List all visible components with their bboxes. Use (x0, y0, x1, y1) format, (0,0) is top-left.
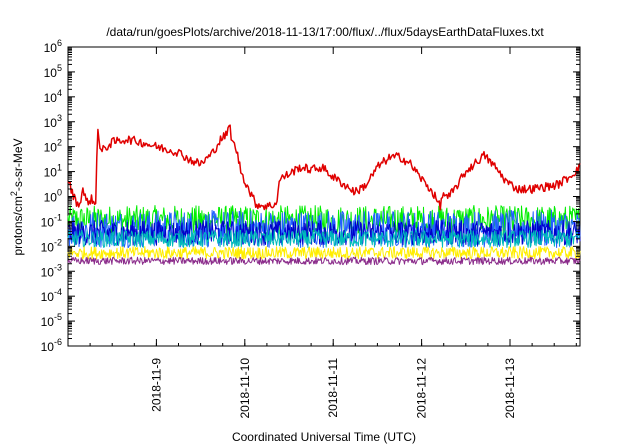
y-tick-label: 10-6 (41, 337, 62, 354)
x-tick-label: 2018-11-9 (149, 358, 163, 412)
y-tick-label: 10-4 (41, 287, 62, 304)
series-layer (67, 124, 581, 266)
y-tick-label: 10-2 (41, 237, 62, 254)
y-axis-title-unit: protons/cm (11, 196, 25, 255)
x-tick-label: 2018-11-10 (238, 358, 252, 419)
x-axis: 2018-11-9 2018-11-10 2018-11-11 2018-11-12 2… (67, 47, 577, 419)
series-line-2 (67, 209, 581, 249)
series-line-0 (67, 124, 581, 211)
y-axis-title-exponent: 2 (9, 191, 19, 196)
chart-title: /data/run/goesPlots/archive/2018-11-13/1… (106, 25, 544, 39)
y-tick-label: 101 (44, 163, 62, 180)
y-tick-label: 10-1 (41, 212, 62, 229)
y-tick-label: 102 (44, 138, 62, 155)
y-tick-label: 103 (44, 113, 62, 130)
y-tick-label: 10-5 (41, 312, 62, 329)
y-tick-label: 104 (44, 88, 62, 105)
x-tick-label: 2018-11-11 (326, 358, 340, 418)
y-tick-label: 106 (44, 38, 62, 55)
y-tick-label: 100 (44, 188, 62, 205)
series-line-6 (67, 256, 581, 266)
plot-frame (67, 46, 581, 347)
x-tick-label: 2018-11-13 (503, 358, 517, 419)
x-axis-title: Coordinated Universal Time (UTC) (232, 430, 416, 444)
series-line-5 (67, 246, 581, 260)
y-tick-label: 10-3 (41, 262, 62, 279)
x-tick-label: 2018-11-12 (415, 358, 429, 419)
series-line-4 (67, 229, 581, 248)
y-tick-label: 105 (44, 63, 62, 80)
y-axis-title-rest: -s-sr-MeV (11, 138, 25, 191)
y-axis-title: protons/cm2-s-sr-MeV (9, 138, 25, 255)
y-axis: 10-6 10-5 10-4 10-3 10-2 10-1 100 101 102 103 104 1… (41, 38, 580, 354)
